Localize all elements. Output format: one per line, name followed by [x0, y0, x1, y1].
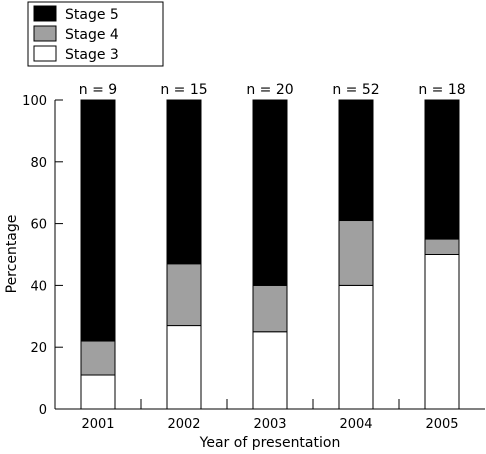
sample-size-label: n = 9 — [79, 82, 117, 98]
y-tick-label: 80 — [30, 156, 47, 171]
x-tick-label: 2003 — [253, 417, 286, 432]
legend-label: Stage 3 — [65, 47, 119, 63]
x-tick-label: 2004 — [339, 417, 372, 432]
axes: 2001 2002 2003 2004 2005 0 20 40 60 80 100 — [22, 94, 485, 432]
legend-label: Stage 5 — [65, 7, 119, 23]
x-axis-title: Year of presentation — [199, 435, 341, 451]
legend-swatch-stage-4 — [33, 25, 57, 42]
bar-segment-stage-3-2002 — [166, 325, 202, 410]
sample-size-label: n = 20 — [246, 82, 293, 98]
bar-segment-stage-5-2002 — [166, 99, 202, 265]
x-tick-label: 2001 — [81, 417, 114, 432]
legend-swatch-stage-3 — [33, 45, 57, 62]
bar-segment-stage-5-2001 — [80, 99, 116, 342]
bars — [80, 99, 460, 410]
bar-segment-stage-4-2004 — [338, 220, 374, 286]
legend-swatch-stage-5 — [33, 5, 57, 22]
sample-size-label: n = 52 — [332, 82, 379, 98]
sample-size-labels: n = 9 n = 15 n = 20 n = 52 n = 18 — [79, 82, 466, 98]
bar-segment-stage-4-2001 — [80, 340, 116, 376]
bar-segment-stage-5-2003 — [252, 99, 288, 286]
bar-segment-stage-3-2004 — [338, 284, 374, 410]
y-tick-label: 100 — [22, 94, 47, 109]
bar-segment-stage-3-2005 — [424, 254, 460, 410]
x-tick-label: 2002 — [167, 417, 200, 432]
sample-size-label: n = 15 — [160, 82, 207, 98]
bar-segment-stage-3-2003 — [252, 331, 288, 410]
legend: Stage 5 Stage 4 Stage 3 — [27, 1, 164, 67]
legend-label: Stage 4 — [65, 27, 119, 43]
y-axis-title: Percentage — [4, 215, 20, 294]
bar-segment-stage-5-2004 — [338, 99, 374, 222]
bar-segment-stage-4-2005 — [424, 238, 460, 256]
bar-segment-stage-3-2001 — [80, 374, 116, 410]
bar-segment-stage-5-2005 — [424, 99, 460, 240]
bar-segment-stage-4-2003 — [252, 284, 288, 333]
sample-size-label: n = 18 — [418, 82, 465, 98]
y-tick-label: 60 — [30, 218, 47, 233]
bar-segment-stage-4-2002 — [166, 263, 202, 327]
y-tick-label: 40 — [30, 279, 47, 294]
y-tick-label: 20 — [30, 341, 47, 356]
x-tick-label: 2005 — [425, 417, 458, 432]
y-tick-label: 0 — [39, 403, 47, 418]
